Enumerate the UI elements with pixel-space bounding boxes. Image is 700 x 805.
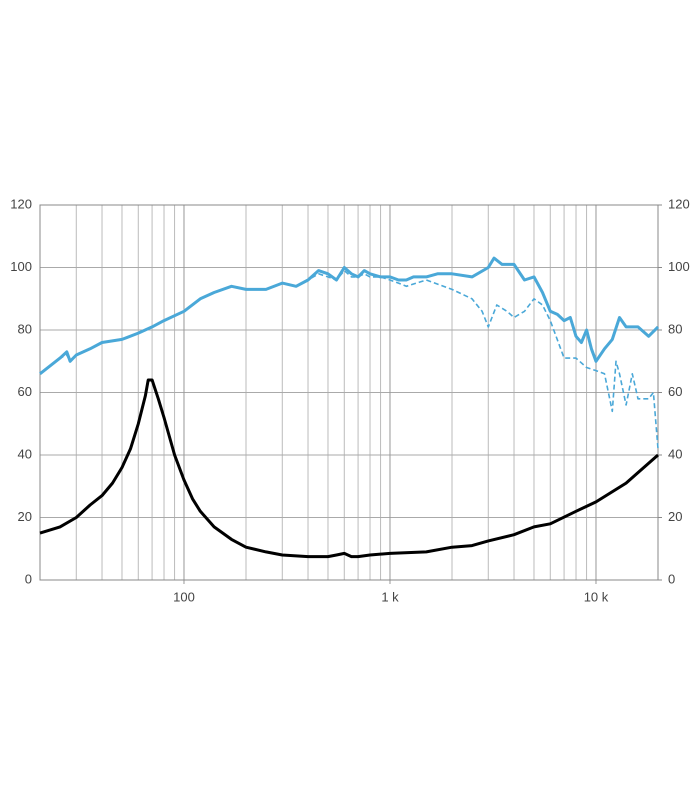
plot-frame (39, 204, 659, 581)
y-tick-label: 120 (10, 196, 32, 211)
y2-tick-label: 80 (668, 321, 682, 336)
x-tick-label: 100 (173, 589, 195, 604)
y-tick-label: 60 (18, 384, 32, 399)
y2-tick-label: 60 (668, 384, 682, 399)
y2-tick-label: 20 (668, 509, 682, 524)
y2-tick-label: 100 (668, 259, 690, 274)
series-line (39, 269, 659, 449)
y2-tick-label: 120 (668, 196, 690, 211)
x-tick-label: 1 k (381, 589, 399, 604)
y-tick-label: 80 (18, 321, 32, 336)
y2-tick-label: 0 (668, 571, 675, 586)
series-line (39, 256, 660, 375)
y-tick-label: 100 (10, 259, 32, 274)
y-tick-label: 0 (25, 571, 32, 586)
y2-tick-label: 40 (668, 446, 682, 461)
y-tick-label: 40 (18, 446, 32, 461)
x-tick-label: 10 k (584, 589, 609, 604)
y-tick-label: 20 (18, 509, 32, 524)
series-line (39, 378, 659, 559)
